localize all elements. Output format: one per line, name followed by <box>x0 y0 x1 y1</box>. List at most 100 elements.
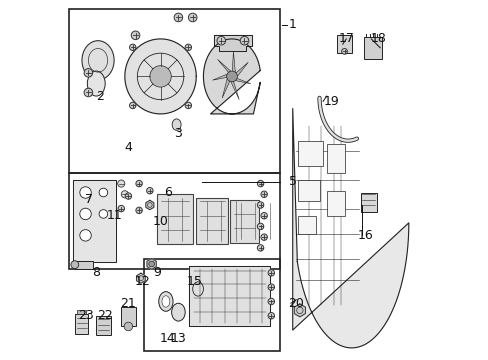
Circle shape <box>185 102 191 109</box>
Circle shape <box>174 13 183 22</box>
Text: 23: 23 <box>78 309 93 322</box>
Circle shape <box>80 187 91 198</box>
Circle shape <box>84 68 93 77</box>
Polygon shape <box>292 109 408 348</box>
Polygon shape <box>222 76 231 98</box>
Text: 10: 10 <box>152 215 168 228</box>
Text: 11: 11 <box>106 209 122 222</box>
Ellipse shape <box>87 71 105 96</box>
Circle shape <box>118 205 124 212</box>
Circle shape <box>185 44 191 50</box>
Circle shape <box>149 66 171 87</box>
Circle shape <box>136 180 142 187</box>
Circle shape <box>84 88 93 97</box>
Text: 8: 8 <box>92 266 100 279</box>
Bar <box>326 144 344 173</box>
Bar <box>69 173 280 269</box>
Polygon shape <box>73 180 116 262</box>
Text: 9: 9 <box>153 266 161 279</box>
Ellipse shape <box>162 296 169 307</box>
Ellipse shape <box>82 41 114 80</box>
Text: 12: 12 <box>135 275 150 288</box>
Bar <box>75 314 88 334</box>
Bar <box>298 180 319 202</box>
Circle shape <box>267 270 274 276</box>
Text: 19: 19 <box>324 95 339 108</box>
Circle shape <box>118 180 124 187</box>
Text: 22: 22 <box>97 309 113 322</box>
Circle shape <box>125 193 131 199</box>
Circle shape <box>99 210 107 218</box>
Text: 20: 20 <box>288 297 304 310</box>
Bar <box>144 258 280 351</box>
Polygon shape <box>145 201 154 210</box>
Text: 17: 17 <box>338 32 353 45</box>
Circle shape <box>267 312 274 319</box>
Bar <box>77 310 85 314</box>
Polygon shape <box>212 74 231 80</box>
Bar <box>364 37 381 59</box>
Text: 13: 13 <box>170 333 186 346</box>
Circle shape <box>226 71 237 82</box>
Text: 1: 1 <box>288 18 296 31</box>
Text: 7: 7 <box>85 193 93 206</box>
Bar <box>121 307 135 327</box>
Text: 18: 18 <box>370 32 386 45</box>
Bar <box>96 316 110 336</box>
Ellipse shape <box>171 303 185 321</box>
Text: 16: 16 <box>357 229 373 242</box>
Text: 5: 5 <box>288 175 297 188</box>
Circle shape <box>188 13 197 22</box>
Circle shape <box>261 191 267 198</box>
Polygon shape <box>124 39 196 114</box>
Circle shape <box>129 44 136 50</box>
Ellipse shape <box>172 119 181 130</box>
Bar <box>75 261 93 269</box>
Circle shape <box>257 245 263 251</box>
Polygon shape <box>231 76 250 84</box>
Ellipse shape <box>159 292 173 311</box>
Bar <box>196 198 228 244</box>
Circle shape <box>146 188 153 194</box>
Circle shape <box>240 36 248 45</box>
Polygon shape <box>231 62 248 76</box>
Text: 21: 21 <box>120 297 136 310</box>
Bar <box>326 191 344 216</box>
Text: 6: 6 <box>163 186 171 199</box>
Polygon shape <box>214 35 251 51</box>
Circle shape <box>129 102 136 109</box>
Polygon shape <box>231 51 235 76</box>
Circle shape <box>261 212 267 219</box>
Circle shape <box>131 31 140 40</box>
Polygon shape <box>203 39 260 114</box>
Polygon shape <box>217 59 231 76</box>
Bar <box>337 35 351 53</box>
Circle shape <box>267 298 274 305</box>
Circle shape <box>257 223 263 230</box>
Text: 14: 14 <box>160 333 175 346</box>
Polygon shape <box>147 258 156 269</box>
Circle shape <box>257 180 263 187</box>
Text: 2: 2 <box>96 90 103 103</box>
Circle shape <box>217 36 225 45</box>
Polygon shape <box>230 76 239 100</box>
Polygon shape <box>136 273 145 283</box>
Circle shape <box>148 261 154 267</box>
Circle shape <box>80 230 91 241</box>
Circle shape <box>71 261 79 269</box>
Text: 15: 15 <box>186 275 202 288</box>
Circle shape <box>341 49 346 54</box>
Circle shape <box>261 234 267 240</box>
Polygon shape <box>294 304 305 317</box>
Circle shape <box>121 191 128 198</box>
Circle shape <box>80 208 91 220</box>
Text: 4: 4 <box>124 141 132 154</box>
Circle shape <box>267 284 274 291</box>
Bar <box>298 216 315 234</box>
Circle shape <box>257 202 263 208</box>
Bar <box>69 9 280 173</box>
Bar <box>230 200 258 243</box>
Bar <box>157 194 192 244</box>
Circle shape <box>136 207 142 213</box>
Polygon shape <box>189 266 269 327</box>
